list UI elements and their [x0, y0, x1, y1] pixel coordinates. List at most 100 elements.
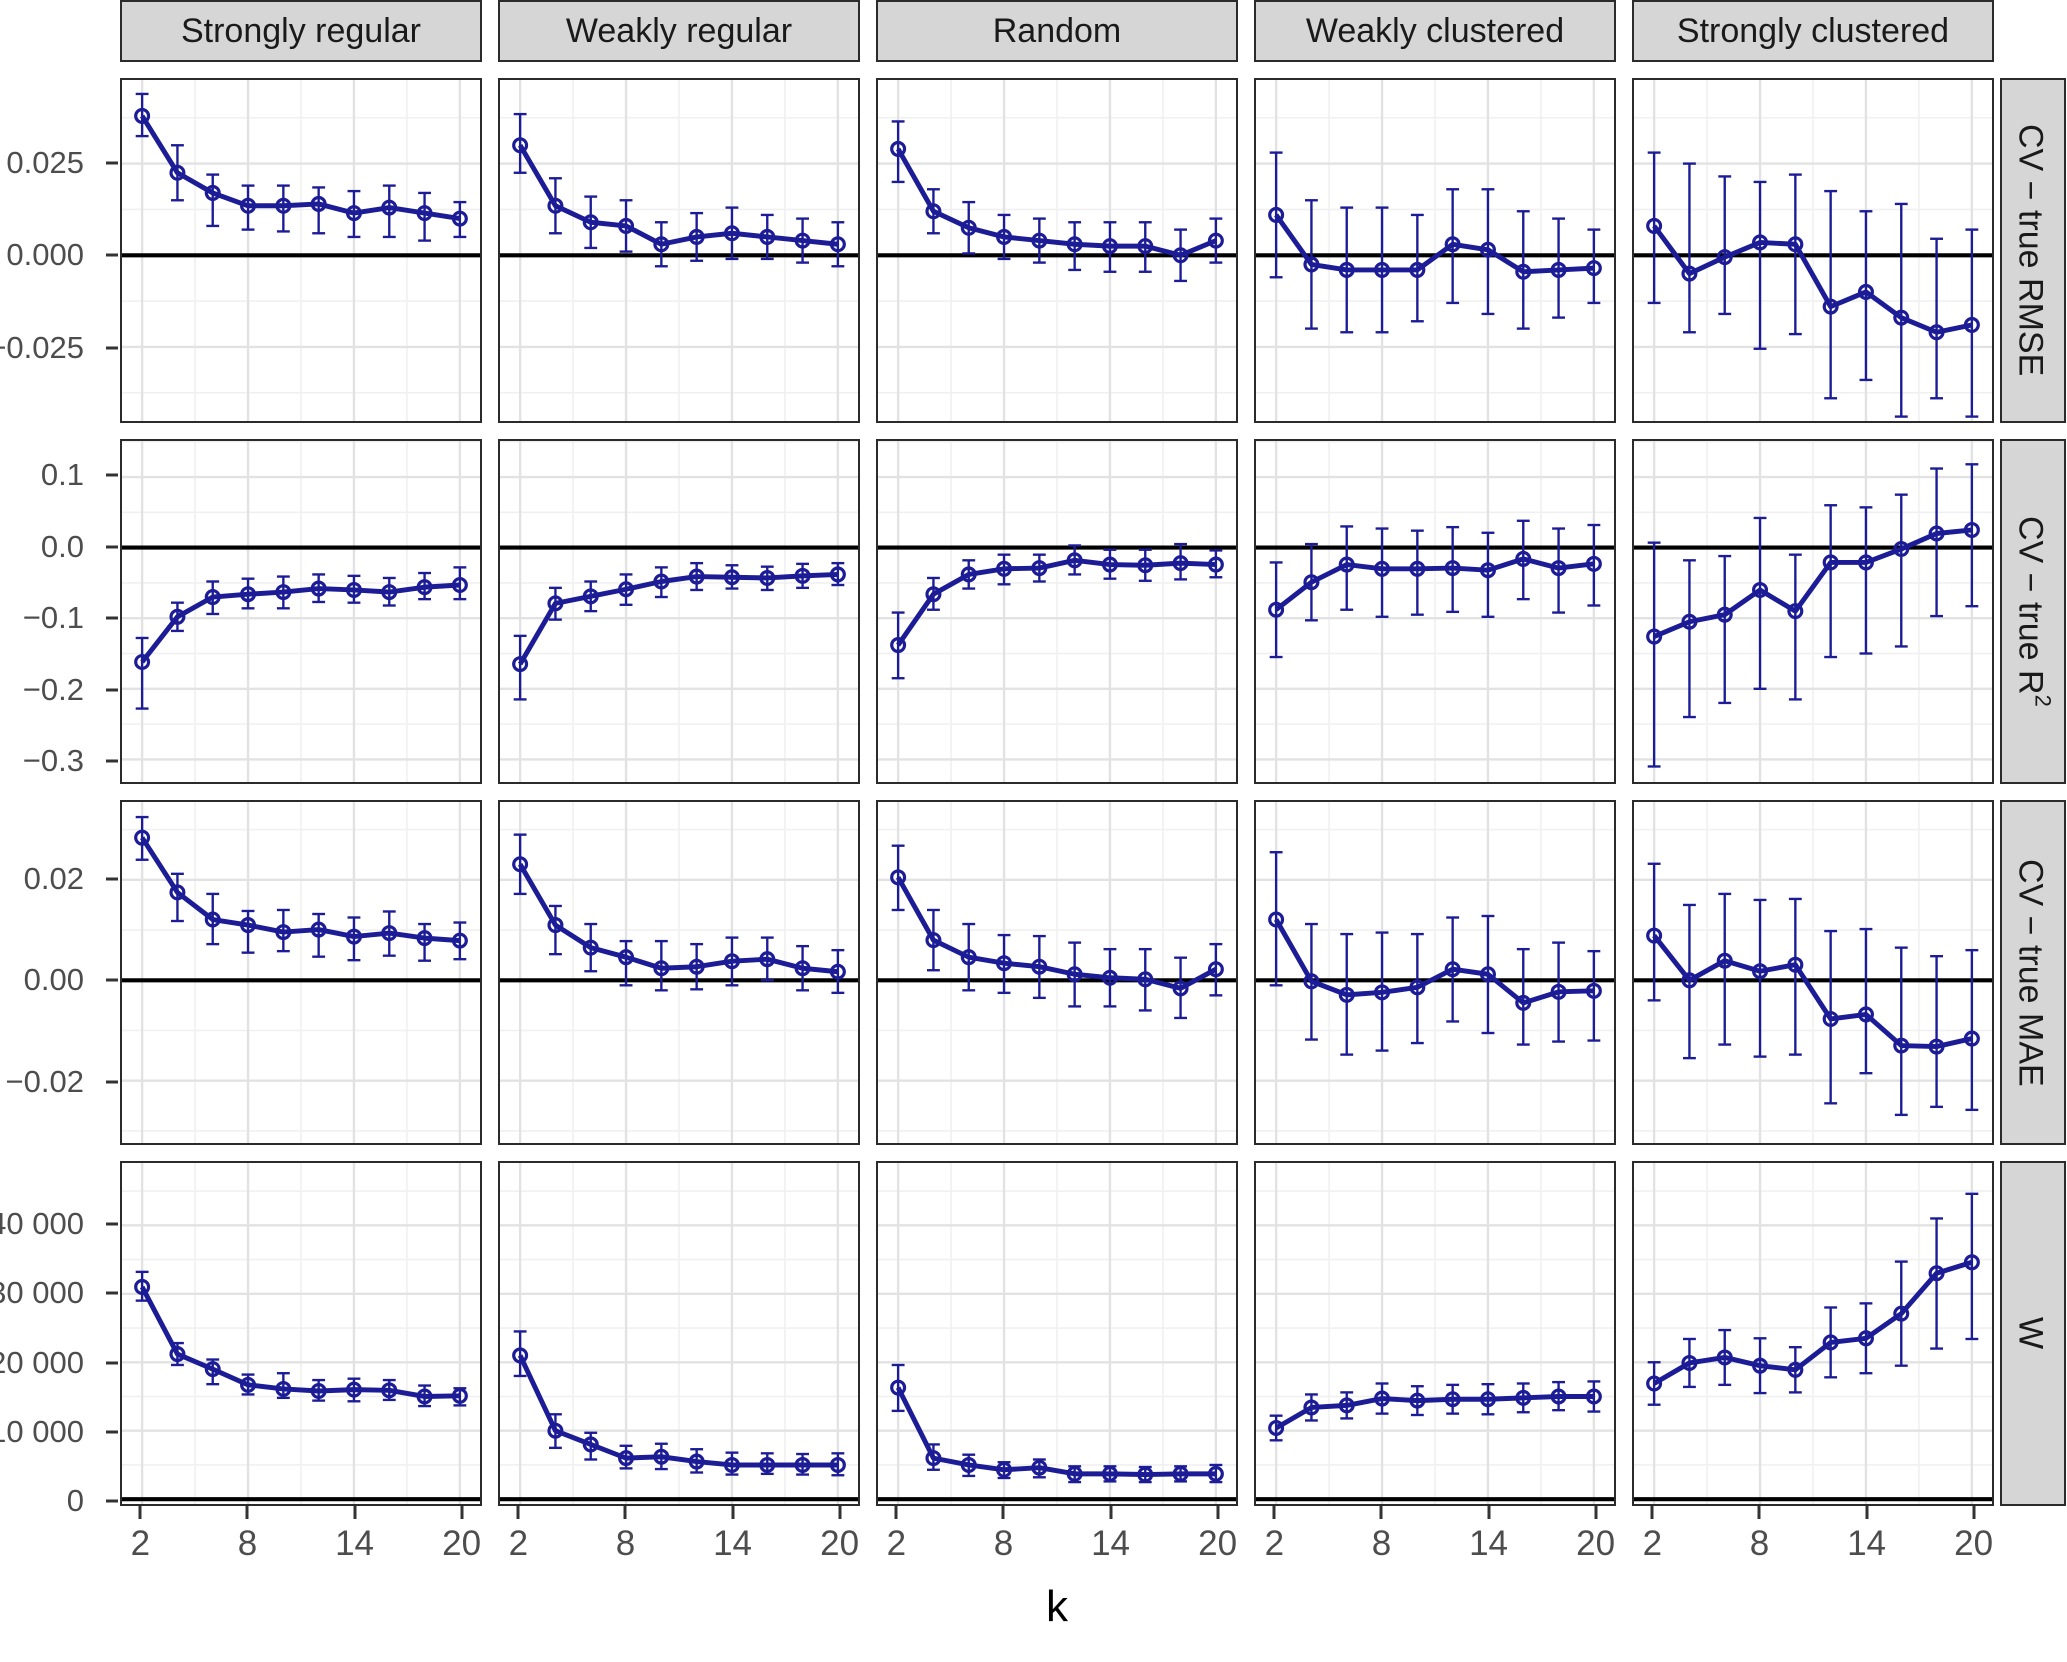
x-tick-mark	[1594, 1506, 1598, 1519]
y-tick-mark	[106, 1430, 118, 1434]
panel-mae-random	[876, 800, 1238, 1145]
x-axis-labels: 2 8 14 20	[498, 1506, 860, 1574]
x-tick-label: 14	[713, 1524, 753, 1563]
x-tick-mark	[1487, 1506, 1491, 1519]
x-tick-mark	[731, 1506, 735, 1519]
column-strip-strongly-clustered: Strongly clustered	[1632, 0, 1994, 62]
x-tick-label: 14	[335, 1524, 375, 1563]
y-tick-label: 0.0	[40, 528, 84, 564]
row-strip-w: W	[2000, 1161, 2066, 1506]
x-tick-label: 8	[615, 1524, 636, 1563]
x-tick-label: 20	[1954, 1524, 1994, 1563]
y-axis-labels-w: 40 000 30 000 20 000 10 000 0	[0, 1161, 118, 1518]
x-axis-labels: 2 8 14 20	[876, 1506, 1238, 1574]
x-tick-mark	[1379, 1506, 1383, 1519]
x-tick-label: 8	[1371, 1524, 1392, 1563]
x-tick-mark	[1272, 1506, 1276, 1519]
y-tick-label: −0.025	[0, 330, 84, 366]
x-tick-mark	[138, 1506, 142, 1519]
y-tick-label: −0.3	[22, 743, 84, 779]
column-strip-weakly-clustered: Weakly clustered	[1254, 0, 1616, 62]
panel-rmse-random	[876, 78, 1238, 423]
y-tick-mark	[106, 759, 118, 763]
panel-rmse-weakly-regular	[498, 78, 860, 423]
x-axis-title: k	[1046, 1582, 1068, 1631]
corner-spacer	[0, 0, 104, 62]
y-tick-label: 0.1	[40, 457, 84, 493]
y-tick-label: 0	[66, 1483, 84, 1519]
x-tick-mark	[838, 1506, 842, 1519]
x-tick-label: 2	[1264, 1524, 1285, 1563]
y-tick-label: 0.000	[6, 237, 84, 273]
y-tick-label: 30 000	[0, 1275, 84, 1311]
panel-r2-weakly-regular	[498, 439, 860, 784]
panel-r2-strongly-regular	[120, 439, 482, 784]
y-tick-label: 0.02	[23, 860, 84, 896]
x-tick-mark	[245, 1506, 249, 1519]
x-tick-mark	[1650, 1506, 1654, 1519]
x-tick-label: 20	[1576, 1524, 1616, 1563]
y-tick-mark	[106, 616, 118, 620]
row-strip-cv-true-mae: CV − true MAE	[2000, 800, 2066, 1145]
y-tick-mark	[106, 1361, 118, 1365]
x-tick-label: 14	[1847, 1524, 1887, 1563]
y-tick-mark	[106, 346, 118, 350]
y-tick-label: 0.00	[23, 962, 84, 998]
panel-w-weakly-regular	[498, 1161, 860, 1506]
x-axis-labels: 2 8 14 20	[120, 1506, 482, 1574]
column-strip-weakly-regular: Weakly regular	[498, 0, 860, 62]
panel-w-strongly-regular	[120, 1161, 482, 1506]
column-strip-label: Strongly regular	[180, 11, 421, 50]
x-tick-mark	[516, 1506, 520, 1519]
x-tick-label: 2	[508, 1524, 529, 1563]
y-tick-mark	[106, 253, 118, 257]
panel-mae-weakly-regular	[498, 800, 860, 1145]
y-tick-label: −0.1	[22, 600, 84, 636]
y-tick-mark	[106, 161, 118, 165]
x-tick-mark	[460, 1506, 464, 1519]
x-tick-label: 2	[886, 1524, 907, 1563]
y-axis-labels-r2: 0.1 0.0 −0.1 −0.2 −0.3	[0, 439, 118, 784]
x-tick-label: 20	[442, 1524, 482, 1563]
x-axis-labels: 2 8 14 20	[1254, 1506, 1616, 1574]
y-tick-mark	[106, 1499, 118, 1503]
y-tick-label: −0.2	[22, 671, 84, 707]
panel-w-weakly-clustered	[1254, 1161, 1616, 1506]
y-axis-labels-mae: 0.02 0.00 −0.02	[0, 800, 118, 1145]
y-tick-label: 0.025	[6, 144, 84, 180]
y-axis-labels-rmse: 0.025 0.000 −0.025	[0, 78, 118, 423]
panel-rmse-strongly-clustered	[1632, 78, 1994, 423]
panel-r2-weakly-clustered	[1254, 439, 1616, 784]
x-tick-mark	[1757, 1506, 1761, 1519]
y-tick-label: −0.02	[5, 1063, 84, 1099]
y-tick-mark	[106, 545, 118, 549]
y-tick-mark	[106, 473, 118, 477]
x-tick-label: 20	[820, 1524, 860, 1563]
x-tick-mark	[1001, 1506, 1005, 1519]
column-strip-label: Strongly clustered	[1676, 11, 1950, 50]
row-strip-label: W	[2011, 1317, 2050, 1350]
y-tick-mark	[106, 1291, 118, 1295]
x-tick-mark	[1865, 1506, 1869, 1519]
x-tick-label: 8	[993, 1524, 1014, 1563]
x-tick-mark	[1109, 1506, 1113, 1519]
x-tick-label: 20	[1198, 1524, 1238, 1563]
column-strip-label: Random	[992, 11, 1122, 50]
column-strip-strongly-regular: Strongly regular	[120, 0, 482, 62]
column-strip-label: Weakly clustered	[1305, 11, 1565, 50]
row-strip-label: CV − true MAE	[2011, 858, 2050, 1087]
panel-rmse-strongly-regular	[120, 78, 482, 423]
row-strip-label: CV − true R	[2011, 516, 2050, 695]
x-axis-labels: 2 8 14 20	[1632, 1506, 1994, 1574]
panel-w-random	[876, 1161, 1238, 1506]
y-tick-mark	[106, 688, 118, 692]
x-tick-label: 8	[237, 1524, 258, 1563]
x-tick-label: 2	[130, 1524, 151, 1563]
panel-r2-strongly-clustered	[1632, 439, 1994, 784]
column-strip-label: Weakly regular	[565, 11, 793, 50]
x-tick-label: 2	[1642, 1524, 1663, 1563]
panel-mae-strongly-regular	[120, 800, 482, 1145]
row-strip-cv-true-rmse: CV − true RMSE	[2000, 78, 2066, 423]
row-strip-label-sup: 2	[2030, 694, 2056, 707]
